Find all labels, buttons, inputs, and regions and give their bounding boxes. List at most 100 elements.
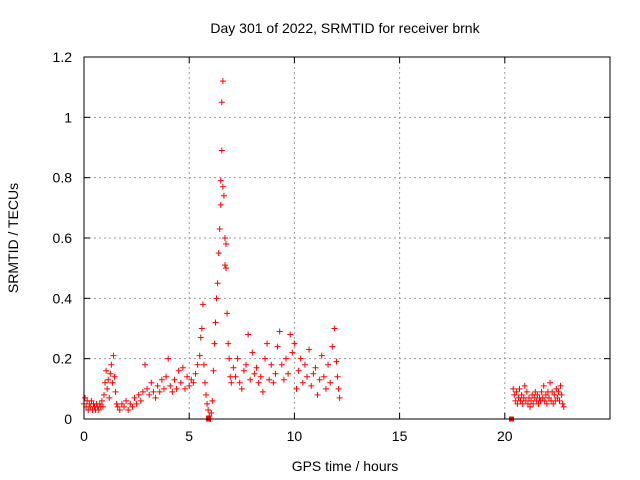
y-tick-label: 0 <box>64 411 72 427</box>
data-point-marker <box>551 391 558 398</box>
data-point-marker <box>289 349 296 356</box>
data-point-marker <box>109 379 116 386</box>
data-point-marker <box>108 361 115 368</box>
data-point-marker <box>253 364 260 371</box>
data-point-marker <box>209 397 216 404</box>
data-point-marker <box>539 394 546 401</box>
data-point-marker <box>518 391 525 398</box>
data-point-marker <box>513 388 520 395</box>
data-point-marker <box>516 385 523 392</box>
data-point-marker <box>560 403 567 410</box>
data-point-marker <box>278 361 285 368</box>
data-point-marker <box>527 403 534 410</box>
data-point-marker <box>282 355 289 362</box>
data-point-marker <box>329 343 336 350</box>
data-point-marker <box>264 340 271 347</box>
data-point-marker <box>135 391 142 398</box>
data-point-marker <box>243 361 250 368</box>
data-point-marker <box>268 361 275 368</box>
data-point-marker <box>82 394 89 401</box>
data-point-marker <box>291 340 298 347</box>
data-point-marker <box>318 352 325 359</box>
data-point-marker <box>528 397 535 404</box>
data-point-marker <box>336 394 343 401</box>
data-point-marker <box>295 367 302 374</box>
data-point-marker <box>200 361 207 368</box>
data-point-marker <box>219 78 226 85</box>
data-point-marker <box>549 388 556 395</box>
data-point-marker <box>214 280 221 287</box>
chart-title: Day 301 of 2022, SRMTID for receiver brn… <box>210 20 480 36</box>
data-point-marker <box>547 379 554 386</box>
data-point-marker <box>525 394 532 401</box>
data-point-marker <box>197 334 204 341</box>
data-point-marker <box>118 400 125 407</box>
data-point-marker <box>331 325 338 332</box>
y-tick-label: 0.8 <box>53 170 73 186</box>
data-point-marker <box>532 388 539 395</box>
data-point-marker <box>245 331 252 338</box>
data-point-marker <box>519 400 526 407</box>
data-point-marker <box>179 364 186 371</box>
data-point-marker <box>553 385 560 392</box>
axis-ticks: 0 5 10 15 20 0 0.2 0.4 0.6 0.8 1 1.2 <box>53 49 610 444</box>
data-point-marker <box>274 343 281 350</box>
data-point-marker <box>125 406 132 413</box>
data-point-marker <box>210 367 217 374</box>
data-point-marker <box>199 301 206 308</box>
data-point-marker <box>530 400 537 407</box>
data-point-marker <box>204 400 211 407</box>
data-point-marker <box>104 385 111 392</box>
data-point-marker <box>234 355 241 362</box>
data-point-marker <box>212 319 219 326</box>
data-point-marker <box>133 400 140 407</box>
data-point-marker <box>247 376 254 383</box>
data-point-marker <box>218 147 225 154</box>
data-point-marker <box>146 391 153 398</box>
data-point-marker <box>514 400 521 407</box>
data-point-marker <box>251 370 258 377</box>
data-point-marker <box>107 370 114 377</box>
data-point-marker <box>102 379 109 386</box>
data-point-marker <box>144 385 151 392</box>
data-point-marker <box>333 358 340 365</box>
data-point-marker <box>524 400 531 407</box>
data-point-marker <box>110 352 117 359</box>
data-point-marker <box>558 391 565 398</box>
data-point-marker <box>227 373 234 380</box>
data-point-marker <box>520 394 527 401</box>
data-points <box>81 78 567 422</box>
data-point-marker <box>280 376 287 383</box>
data-point-marker <box>188 376 195 383</box>
data-point-marker <box>238 385 245 392</box>
grid <box>84 57 610 419</box>
data-point-marker <box>111 373 118 380</box>
y-tick-label: 1.2 <box>53 49 73 65</box>
data-point-marker <box>217 177 224 184</box>
y-tick-label: 0.2 <box>53 351 73 367</box>
data-point-marker <box>223 265 230 272</box>
data-point-marker <box>266 376 273 383</box>
data-point-marker <box>550 400 557 407</box>
data-point-marker <box>542 391 549 398</box>
data-point-marker <box>203 391 210 398</box>
data-point-marker <box>543 400 550 407</box>
data-point-marker <box>194 361 201 368</box>
data-point-marker <box>96 400 103 407</box>
x-tick-label: 15 <box>392 428 408 444</box>
data-point-marker <box>167 382 174 389</box>
data-point-marker <box>211 340 218 347</box>
data-point-marker <box>95 406 102 413</box>
data-point-marker <box>137 397 144 404</box>
data-point-marker <box>270 379 277 386</box>
data-point-marker <box>529 391 536 398</box>
data-point-marker <box>334 373 341 380</box>
data-point-marker <box>154 382 161 389</box>
data-point-marker <box>177 379 184 386</box>
data-point-marker <box>557 382 564 389</box>
data-point-marker <box>535 400 542 407</box>
data-point-marker <box>285 370 292 377</box>
data-point-marker <box>213 295 220 302</box>
y-tick-label: 0.4 <box>53 290 73 306</box>
